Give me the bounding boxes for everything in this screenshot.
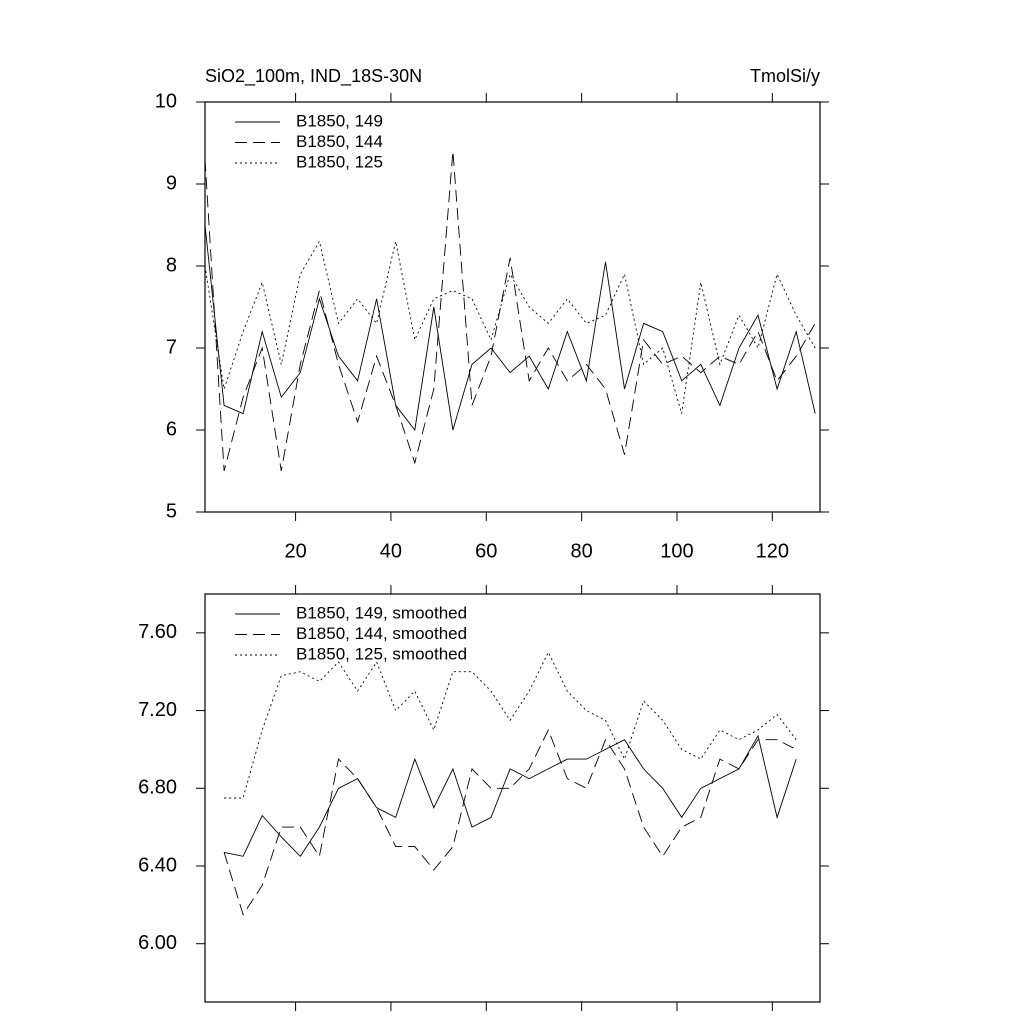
- legend-label: B1850, 149, smoothed: [296, 603, 467, 622]
- series-line: [223, 728, 797, 916]
- y-tick-label: 6.80: [138, 777, 177, 799]
- series-line: [224, 651, 797, 799]
- y-tick-label: 7.60: [138, 621, 177, 643]
- y-tick-label: 5: [166, 500, 177, 522]
- chart-title: SiO2_100m, IND_18S-30N: [205, 66, 422, 87]
- legend-label: B1850, 125: [296, 152, 383, 171]
- x-tick-label: 120: [756, 540, 789, 562]
- plot-frame: [204, 593, 821, 1003]
- x-tick-label: 80: [571, 540, 593, 562]
- series-line: [204, 240, 816, 414]
- y-tick-label: 9: [166, 172, 177, 194]
- x-tick-label: 40: [380, 540, 402, 562]
- legend-label: B1850, 149: [296, 111, 383, 130]
- y-tick-label: 7: [166, 336, 177, 358]
- plot-frame: [204, 101, 821, 513]
- series-line: [204, 224, 816, 432]
- legend-label: B1850, 144: [296, 132, 383, 151]
- x-tick-label: 20: [284, 540, 306, 562]
- y-tick-label: 10: [155, 90, 177, 112]
- series-line: [204, 151, 816, 472]
- y-tick-label: 6.00: [138, 932, 177, 954]
- x-tick-label: 100: [660, 540, 693, 562]
- units-label: TmolSi/y: [750, 66, 820, 86]
- series-line: [224, 734, 797, 858]
- legend-label: B1850, 144, smoothed: [296, 624, 467, 643]
- y-tick-label: 6: [166, 418, 177, 440]
- legend-label: B1850, 125, smoothed: [296, 644, 467, 663]
- y-tick-label: 6.40: [138, 854, 177, 876]
- y-tick-label: 7.20: [138, 699, 177, 721]
- x-tick-label: 60: [475, 540, 497, 562]
- y-tick-label: 8: [166, 254, 177, 276]
